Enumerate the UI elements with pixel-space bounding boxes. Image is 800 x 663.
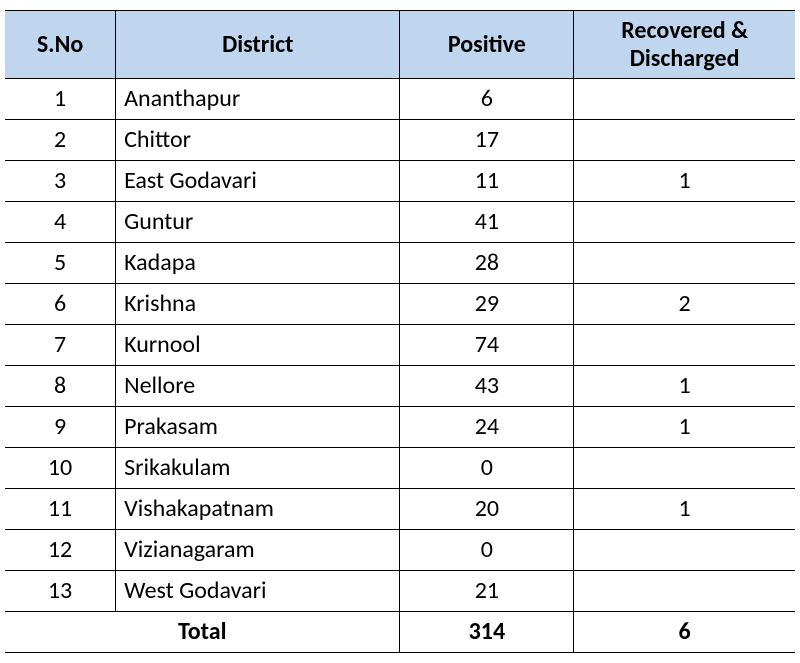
cell: 3 (5, 161, 116, 202)
cell: 2 (5, 120, 116, 161)
header-sno: S.No (5, 11, 116, 79)
cell: Nellore (116, 366, 400, 407)
header-district: District (116, 11, 400, 79)
cell: 17 (400, 120, 574, 161)
cell: Ananthapur (116, 79, 400, 120)
cell (574, 571, 795, 612)
table-row: 12Vizianagaram0 (5, 530, 795, 571)
table-row: 6Krishna292 (5, 284, 795, 325)
cell: 0 (400, 448, 574, 489)
table-row: 2Chittor17 (5, 120, 795, 161)
table-row: 4Guntur41 (5, 202, 795, 243)
cell: Srikakulam (116, 448, 400, 489)
cell: 9 (5, 407, 116, 448)
table-row: 5Kadapa28 (5, 243, 795, 284)
cell (574, 448, 795, 489)
cell: 11 (5, 489, 116, 530)
cell: 29 (400, 284, 574, 325)
total-recovered: 6 (574, 612, 795, 653)
cell: 0 (400, 530, 574, 571)
cell: 1 (574, 366, 795, 407)
cell: 8 (5, 366, 116, 407)
cell: 43 (400, 366, 574, 407)
cell: Chittor (116, 120, 400, 161)
total-label: Total (5, 612, 400, 653)
cell: Vishakapatnam (116, 489, 400, 530)
cell: Kurnool (116, 325, 400, 366)
cell: Vizianagaram (116, 530, 400, 571)
cell: 10 (5, 448, 116, 489)
cell: 6 (5, 284, 116, 325)
total-row: Total3146 (5, 612, 795, 653)
cell: 1 (574, 161, 795, 202)
cell: East Godavari (116, 161, 400, 202)
cell: 21 (400, 571, 574, 612)
table-row: 7Kurnool74 (5, 325, 795, 366)
cell: 2 (574, 284, 795, 325)
cell: 4 (5, 202, 116, 243)
table-row: 11Vishakapatnam201 (5, 489, 795, 530)
header-recovered: Recovered & Discharged (574, 11, 795, 79)
cell: 6 (400, 79, 574, 120)
cell: 7 (5, 325, 116, 366)
header-positive: Positive (400, 11, 574, 79)
header-row: S.No District Positive Recovered & Disch… (5, 11, 795, 79)
table-row: 13West Godavari21 (5, 571, 795, 612)
cell: 1 (5, 79, 116, 120)
cell: 5 (5, 243, 116, 284)
cell: 41 (400, 202, 574, 243)
total-positive: 314 (400, 612, 574, 653)
table-row: 10Srikakulam0 (5, 448, 795, 489)
table-body: 1Ananthapur62Chittor173East Godavari1114… (5, 79, 795, 653)
table-row: 9Prakasam241 (5, 407, 795, 448)
cell: 74 (400, 325, 574, 366)
cell: Prakasam (116, 407, 400, 448)
cell: West Godavari (116, 571, 400, 612)
table-row: 3East Godavari111 (5, 161, 795, 202)
cell: 11 (400, 161, 574, 202)
cell (574, 202, 795, 243)
cell: 1 (574, 489, 795, 530)
cell: 28 (400, 243, 574, 284)
cell: Krishna (116, 284, 400, 325)
table-row: 8Nellore431 (5, 366, 795, 407)
cell: Kadapa (116, 243, 400, 284)
cell (574, 120, 795, 161)
cell (574, 530, 795, 571)
cell: 13 (5, 571, 116, 612)
cell (574, 243, 795, 284)
cell (574, 325, 795, 366)
cell: 20 (400, 489, 574, 530)
cell: 1 (574, 407, 795, 448)
districts-table: S.No District Positive Recovered & Disch… (5, 10, 795, 653)
cell: 12 (5, 530, 116, 571)
cell: Guntur (116, 202, 400, 243)
cell (574, 79, 795, 120)
table-row: 1Ananthapur6 (5, 79, 795, 120)
cell: 24 (400, 407, 574, 448)
